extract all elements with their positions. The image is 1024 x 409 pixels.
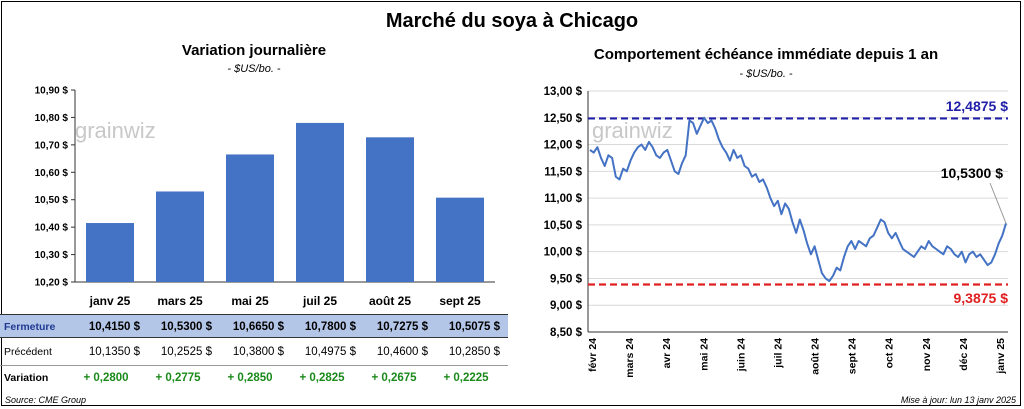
- price-series-line: [589, 116, 1007, 283]
- table-cell: 10,4600 $: [376, 346, 428, 358]
- last-value-leader: [989, 182, 1007, 224]
- y-tick-label: 9,00 $: [550, 300, 583, 312]
- table-cell: 10,5075 $: [448, 321, 500, 333]
- x-tick-label: juin 24: [735, 338, 747, 372]
- right-chart-unit: - $US/bo. -: [739, 68, 793, 80]
- table-cell: 10,3800 $: [232, 346, 284, 358]
- x-tick-label: juil 24: [772, 338, 784, 369]
- table-cell: 10,5300 $: [160, 321, 212, 333]
- bar: [86, 223, 134, 282]
- table-cell: + 0,2775: [155, 372, 201, 384]
- bar: [366, 137, 414, 282]
- bar: [296, 122, 344, 283]
- x-tick-label: mai 25: [231, 294, 269, 308]
- source-note: Source: CME Group: [5, 395, 87, 405]
- left-chart-unit: - $US/bo. -: [227, 63, 281, 75]
- table-cell: 10,6650 $: [232, 321, 284, 333]
- row-label: Précédent: [4, 346, 52, 358]
- table-cell: 10,2850 $: [448, 346, 500, 358]
- table-row-previous: Précédent 10,1350 $ 10,2525 $ 10,3800 $ …: [0, 340, 508, 364]
- table-cell: + 0,2825: [299, 372, 345, 384]
- bar: [156, 191, 204, 282]
- right-chart-title: Comportement échéance immédiate depuis 1…: [593, 46, 939, 63]
- table-divider: [0, 365, 508, 366]
- y-tick-label: 10,90 $: [35, 86, 69, 97]
- y-tick-label: 10,70 $: [35, 140, 69, 151]
- y-tick-label: 13,00 $: [544, 86, 583, 98]
- y-tick-label: 10,40 $: [35, 223, 69, 234]
- table-cell: + 0,2850: [227, 372, 273, 384]
- x-tick-label: mars 24: [624, 338, 636, 378]
- table-cell: + 0,2675: [371, 372, 417, 384]
- x-tick-label: déc 24: [958, 338, 970, 371]
- line-chart: 8,50 $ 9,00 $ 9,50 $ 10,00 $ 10,50 $ 11,00 $ 1…: [544, 86, 1008, 378]
- table-cell: + 0,2225: [443, 372, 489, 384]
- table-cell: + 0,2800: [83, 372, 129, 384]
- y-tick-label: 10,00 $: [544, 247, 583, 259]
- x-tick-label: sept 25: [439, 294, 481, 308]
- left-watermark: grainwiz: [75, 118, 156, 143]
- main-title: Marché du soya à Chicago: [385, 10, 639, 32]
- row-label: Fermeture: [4, 321, 56, 333]
- bar: [226, 154, 274, 282]
- x-tick-label: juil 25: [302, 294, 337, 308]
- x-tick-label: sept 24: [847, 338, 859, 374]
- y-tick-label: 11,50 $: [544, 166, 582, 178]
- x-tick-label: nov 24: [921, 338, 933, 371]
- low-label: 9,3875 $: [954, 290, 1009, 306]
- y-tick-label: 9,50 $: [550, 273, 583, 285]
- y-tick-label: 12,50 $: [544, 113, 583, 125]
- y-tick-label: 10,30 $: [35, 250, 69, 261]
- y-tick-label: 10,50 $: [35, 195, 69, 206]
- x-tick-label: août 25: [369, 294, 411, 308]
- y-tick-label: 10,50 $: [544, 220, 583, 232]
- x-tick-label: févr 24: [587, 338, 599, 372]
- y-tick-label: 11,00 $: [544, 193, 582, 205]
- y-tick-label: 8,50 $: [550, 327, 583, 339]
- row-label: Variation: [4, 372, 49, 384]
- high-label: 12,4875 $: [946, 98, 1008, 114]
- x-tick-label: avr 24: [661, 338, 673, 369]
- x-tick-label: janv 25: [995, 338, 1007, 375]
- right-watermark: grainwiz: [592, 118, 673, 143]
- x-tick-label: août 24: [810, 338, 822, 375]
- table-cell: 10,4150 $: [88, 321, 140, 333]
- table-cell: 10,4975 $: [304, 346, 356, 358]
- x-tick-label: mai 24: [698, 338, 710, 371]
- last-label: 10,5300 $: [941, 165, 1003, 181]
- y-tick-label: 10,20 $: [35, 278, 69, 289]
- bar: [436, 197, 484, 282]
- bar-chart: 10,20 $ 10,30 $ 10,40 $ 10,50 $ 10,60 $ 10,70…: [35, 86, 495, 308]
- left-chart-title: Variation journalière: [181, 42, 327, 59]
- table-cell: 10,7800 $: [304, 321, 356, 333]
- update-note: Mise à jour: lun 13 janv 2025: [900, 395, 1016, 405]
- x-tick-label: mars 25: [157, 294, 203, 308]
- table-row-close: Fermeture 10,4150 $ 10,5300 $ 10,6650 $ …: [0, 314, 508, 338]
- y-tick-label: 10,80 $: [35, 113, 69, 124]
- table-cell: 10,7275 $: [376, 321, 428, 333]
- table-cell: 10,1350 $: [88, 346, 140, 358]
- y-tick-label: 10,60 $: [35, 168, 69, 179]
- x-tick-label: oct 24: [884, 338, 896, 369]
- table-row-variation: Variation + 0,2800 + 0,2775 + 0,2850 + 0…: [0, 366, 508, 390]
- y-tick-label: 12,00 $: [544, 140, 583, 152]
- table-cell: 10,2525 $: [160, 346, 212, 358]
- x-tick-label: janv 25: [89, 294, 131, 308]
